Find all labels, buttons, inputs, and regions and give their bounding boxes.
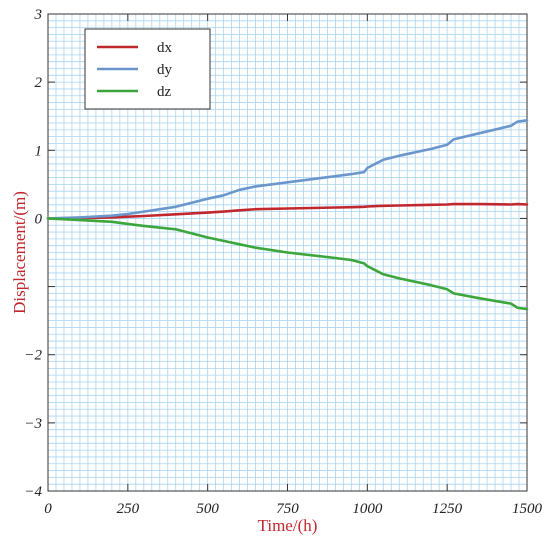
series-line-dx: [46, 202, 529, 220]
x-tick-label: 250: [117, 501, 140, 517]
axis-ticks: 0 250 500 750 1000 1250 1500 −4 −3 −2 0 1 2 3: [24, 7, 542, 517]
y-tick-label: 3: [34, 7, 43, 23]
legend-label-dz: dz: [157, 84, 172, 100]
y-tick-label: −3: [24, 416, 42, 432]
x-tick-label: 1250: [432, 501, 463, 517]
x-tick-label: 0: [44, 501, 52, 517]
x-tick-label: 1500: [512, 501, 543, 517]
legend: dx dy dz: [84, 28, 211, 110]
x-tick-label: 500: [196, 501, 219, 517]
legend-label-dx: dx: [157, 40, 173, 56]
y-tick-label: 1: [35, 143, 43, 159]
x-axis-title: Time/(h): [258, 516, 318, 535]
legend-label-dy: dy: [157, 62, 173, 78]
x-tick-label: 1000: [352, 501, 383, 517]
y-tick-label: 2: [35, 75, 43, 91]
series-line-dy: [46, 119, 529, 220]
y-axis-title: Displacement/(m): [10, 191, 29, 314]
y-tick-label: −4: [24, 484, 42, 500]
y-tick-label: 0: [35, 211, 43, 227]
series-lines: [46, 119, 529, 311]
y-tick-label: −2: [24, 348, 42, 364]
series-line-dz: [46, 217, 529, 311]
x-tick-label: 750: [276, 501, 299, 517]
